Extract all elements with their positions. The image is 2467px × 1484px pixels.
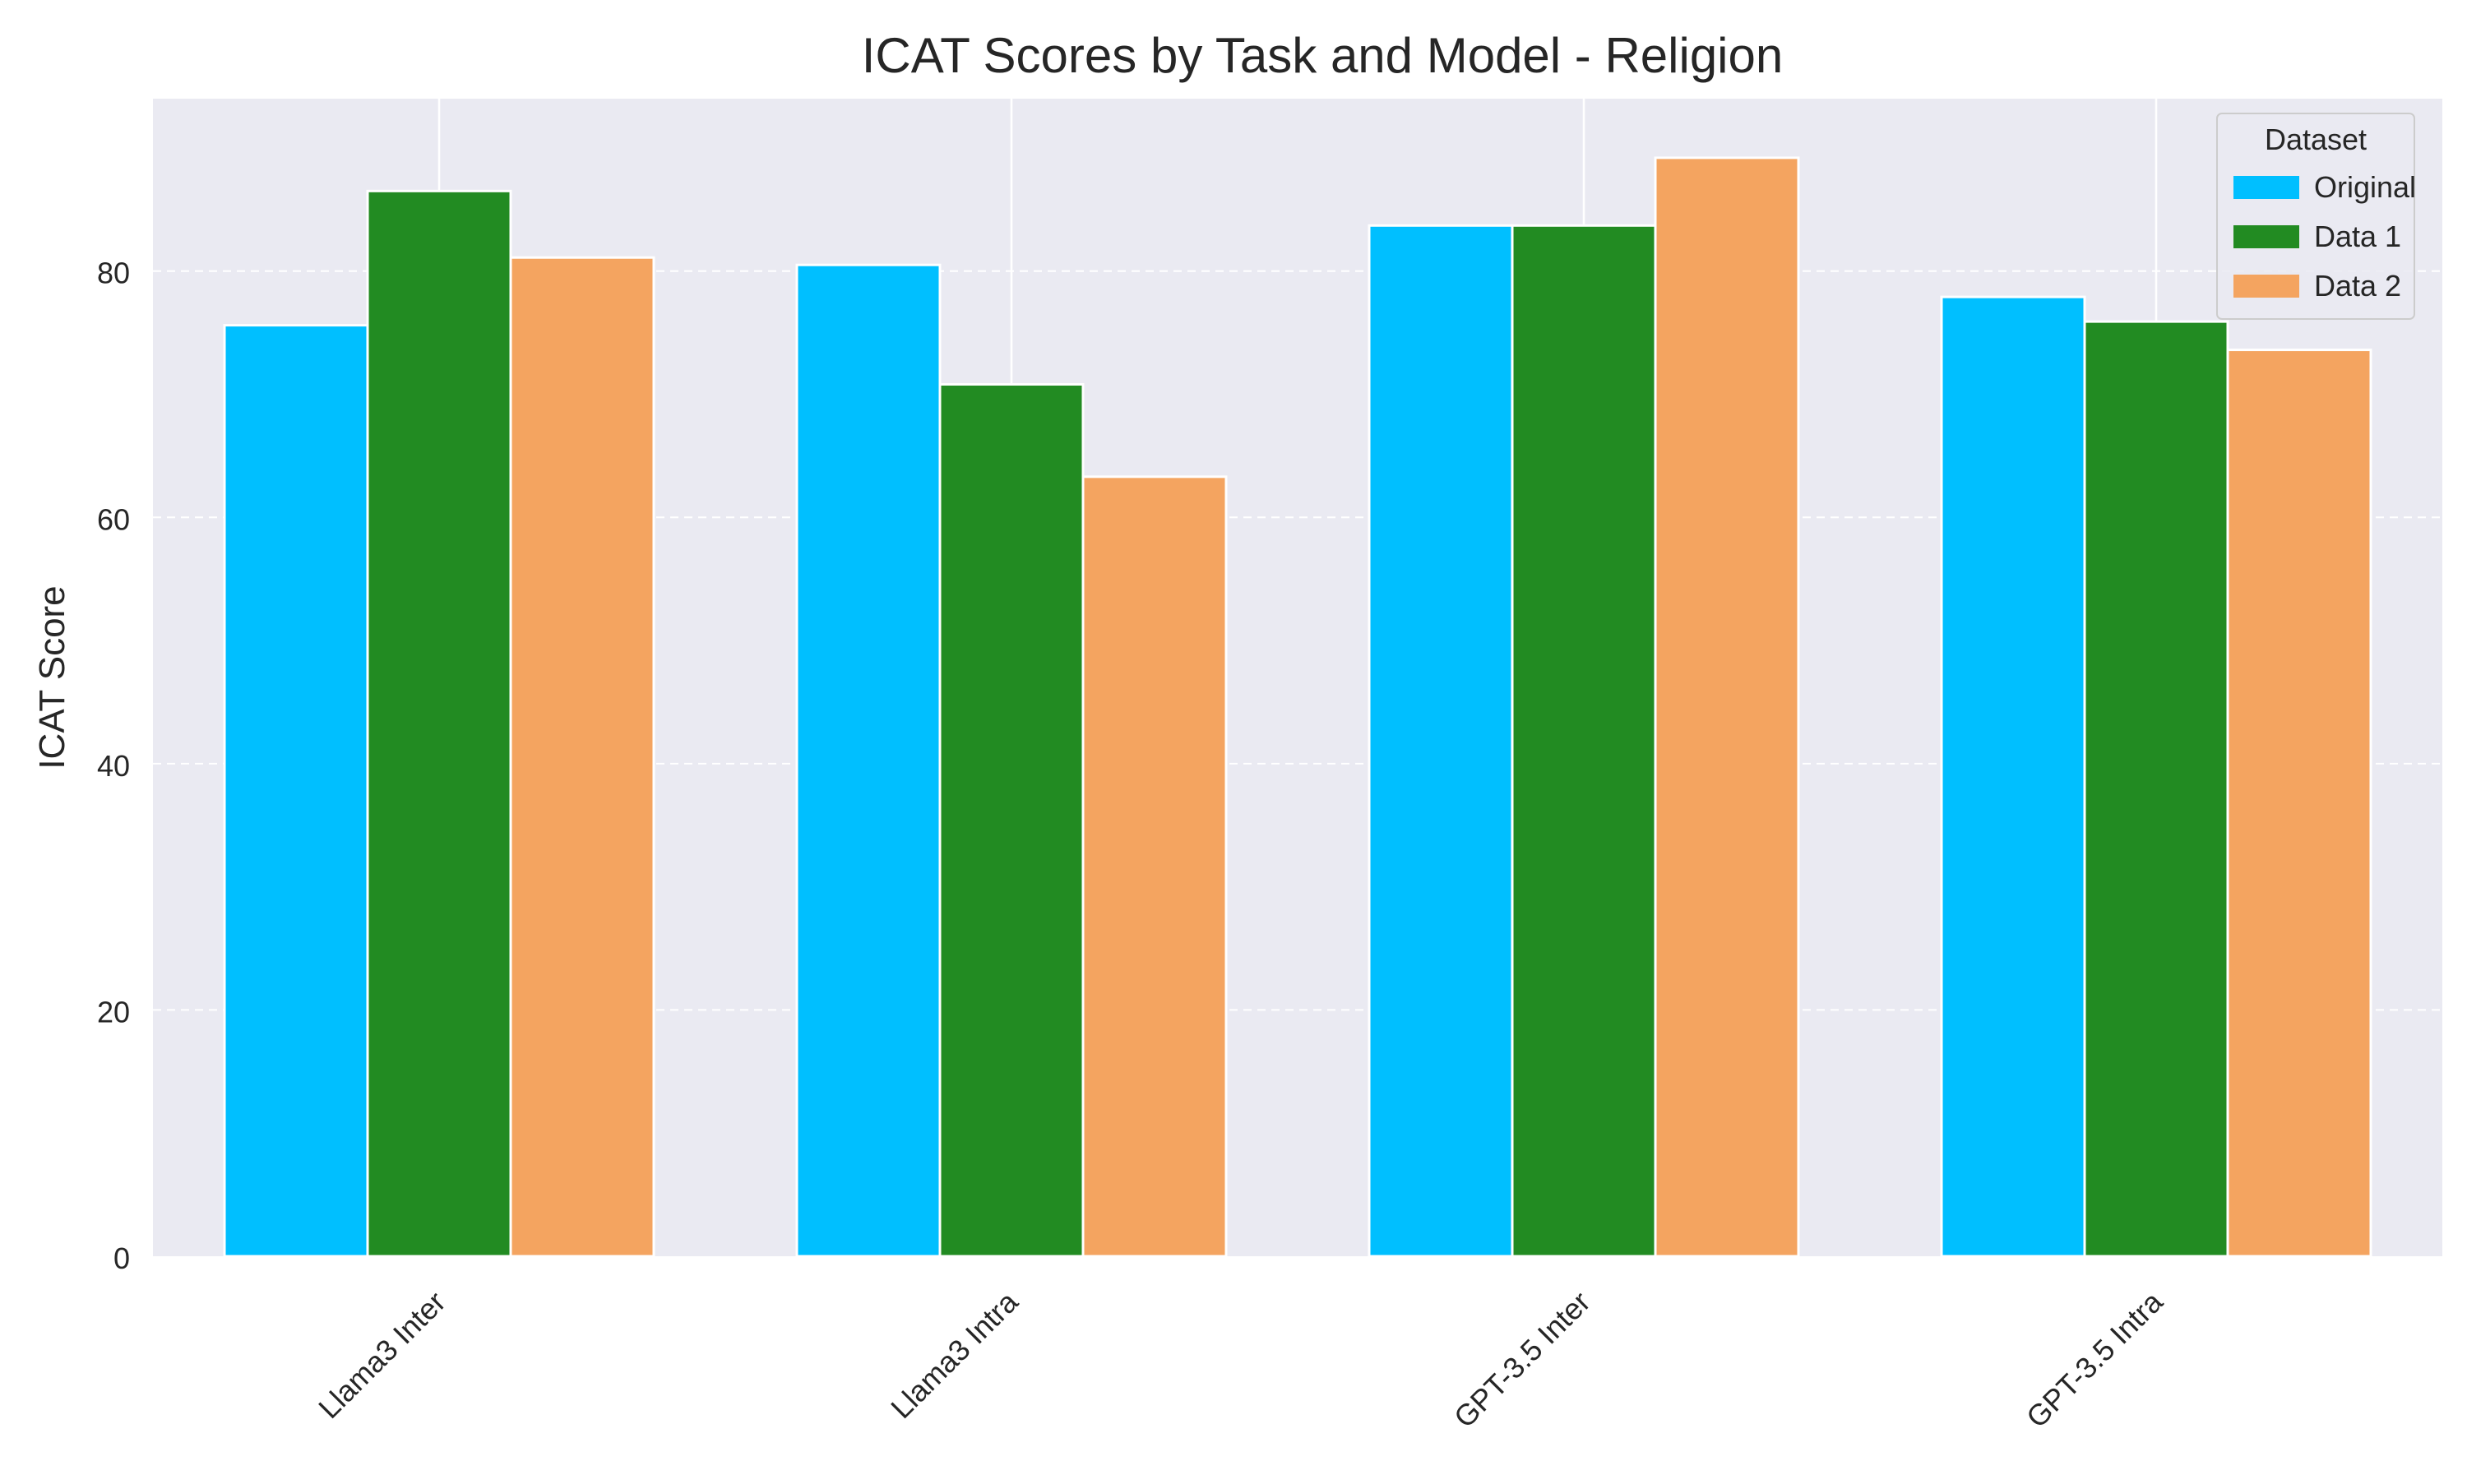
legend-swatch bbox=[2233, 176, 2299, 199]
bar[interactable] bbox=[1654, 156, 1800, 1258]
legend-box bbox=[2216, 113, 2415, 320]
legend-entry: Original bbox=[2314, 170, 2416, 204]
y-tick-label: 80 bbox=[97, 257, 130, 290]
legend-title: Dataset bbox=[2265, 123, 2367, 156]
legend: Dataset Original Data 1 Data 2 bbox=[2216, 113, 2416, 320]
y-tick-label: 40 bbox=[97, 749, 130, 783]
y-tick-label: 60 bbox=[97, 502, 130, 536]
bar[interactable] bbox=[223, 324, 369, 1258]
y-tick-label: 0 bbox=[113, 1241, 130, 1275]
legend-swatch bbox=[2233, 225, 2299, 248]
legend-entry: Data 2 bbox=[2314, 269, 2401, 303]
bar[interactable] bbox=[1081, 475, 1228, 1258]
y-tick-label: 20 bbox=[97, 995, 130, 1029]
y-axis-label: ICAT Score bbox=[32, 585, 72, 769]
bar[interactable] bbox=[509, 256, 655, 1258]
bar[interactable] bbox=[2226, 349, 2372, 1258]
bar[interactable] bbox=[1940, 295, 2086, 1258]
bar[interactable] bbox=[2083, 320, 2229, 1258]
bar[interactable] bbox=[366, 189, 512, 1258]
chart-title: ICAT Scores by Task and Model - Religion bbox=[862, 28, 1784, 83]
bar[interactable] bbox=[1511, 224, 1657, 1258]
bar[interactable] bbox=[938, 383, 1085, 1258]
bar[interactable] bbox=[795, 263, 942, 1258]
legend-entry: Data 1 bbox=[2314, 220, 2401, 253]
legend-swatch bbox=[2233, 275, 2299, 298]
bar[interactable] bbox=[1368, 224, 1514, 1258]
